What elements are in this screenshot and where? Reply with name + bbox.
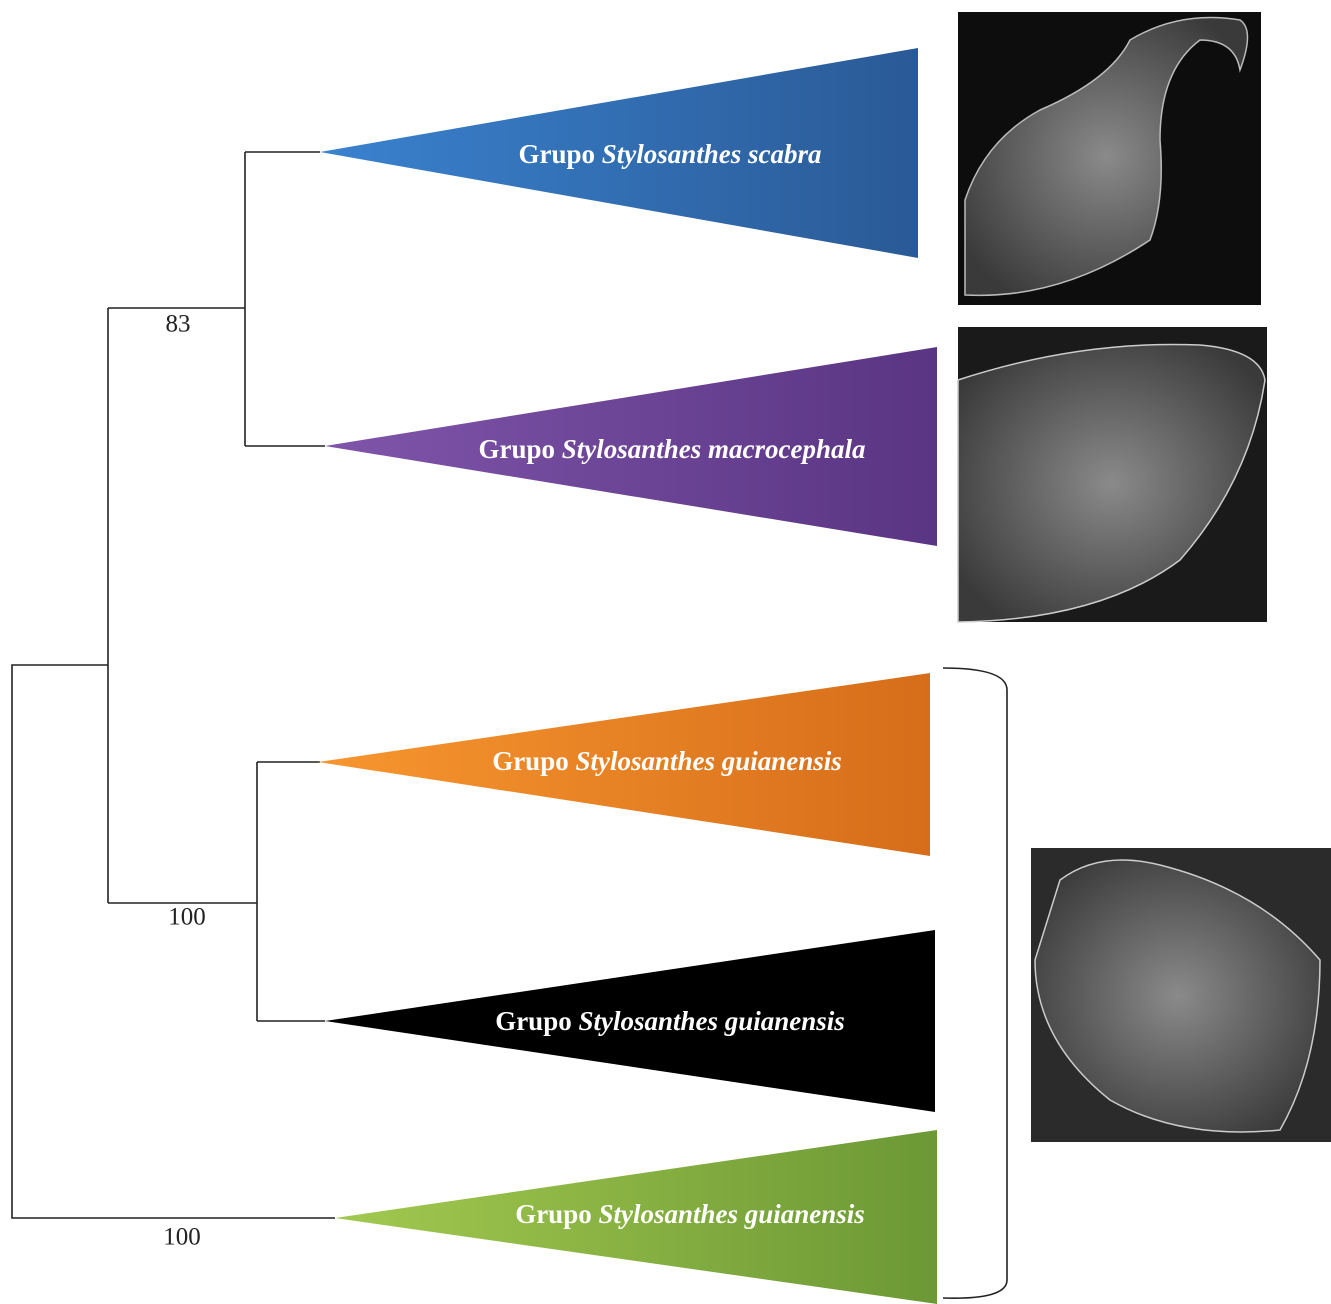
label-prefix: Grupo [492,746,569,776]
branch [12,665,335,1218]
label-prefix: Grupo [518,139,595,169]
label-species: Stylosanthes guianensis [578,1006,844,1036]
clades: Grupo Stylosanthes scabra Grupo Stylosan… [318,48,937,1304]
micrograph [958,12,1261,305]
clade-label: Grupo Stylosanthes guianensis [515,1199,865,1229]
body: {"clades": [ {"prefix": "Grupo", "specie… [0,0,1331,1304]
branch [108,762,325,1021]
support-values: 83 100 100 [163,311,206,1251]
bracket [943,668,1007,1298]
clade-label: Grupo Stylosanthes guianensis [492,746,842,776]
branch [108,152,325,446]
support-value: 100 [168,904,206,931]
label-species: Stylosanthes scabra [602,139,822,169]
tree-diagram: Grupo Stylosanthes scabra Grupo Stylosan… [0,0,1331,1304]
micrograph [1031,848,1331,1142]
label-species: Stylosanthes guianensis [598,1199,864,1229]
support-value: 100 [163,1224,201,1251]
label-prefix: Grupo [515,1199,592,1229]
label-species: Stylosanthes macrocephala [562,434,866,464]
support-value: 83 [166,311,191,338]
clade-label: Grupo Stylosanthes guianensis [495,1006,845,1036]
page: body { margin: 0; background: #fff; } sv… [0,0,1331,1304]
clade-label: Grupo Stylosanthes scabra [518,139,821,169]
clade-label: Grupo Stylosanthes macrocephala [478,434,865,464]
label-species: Stylosanthes guianensis [575,746,841,776]
micrograph [958,327,1267,622]
label-prefix: Grupo [495,1006,572,1036]
label-prefix: Grupo [478,434,555,464]
micrographs [958,12,1331,1142]
